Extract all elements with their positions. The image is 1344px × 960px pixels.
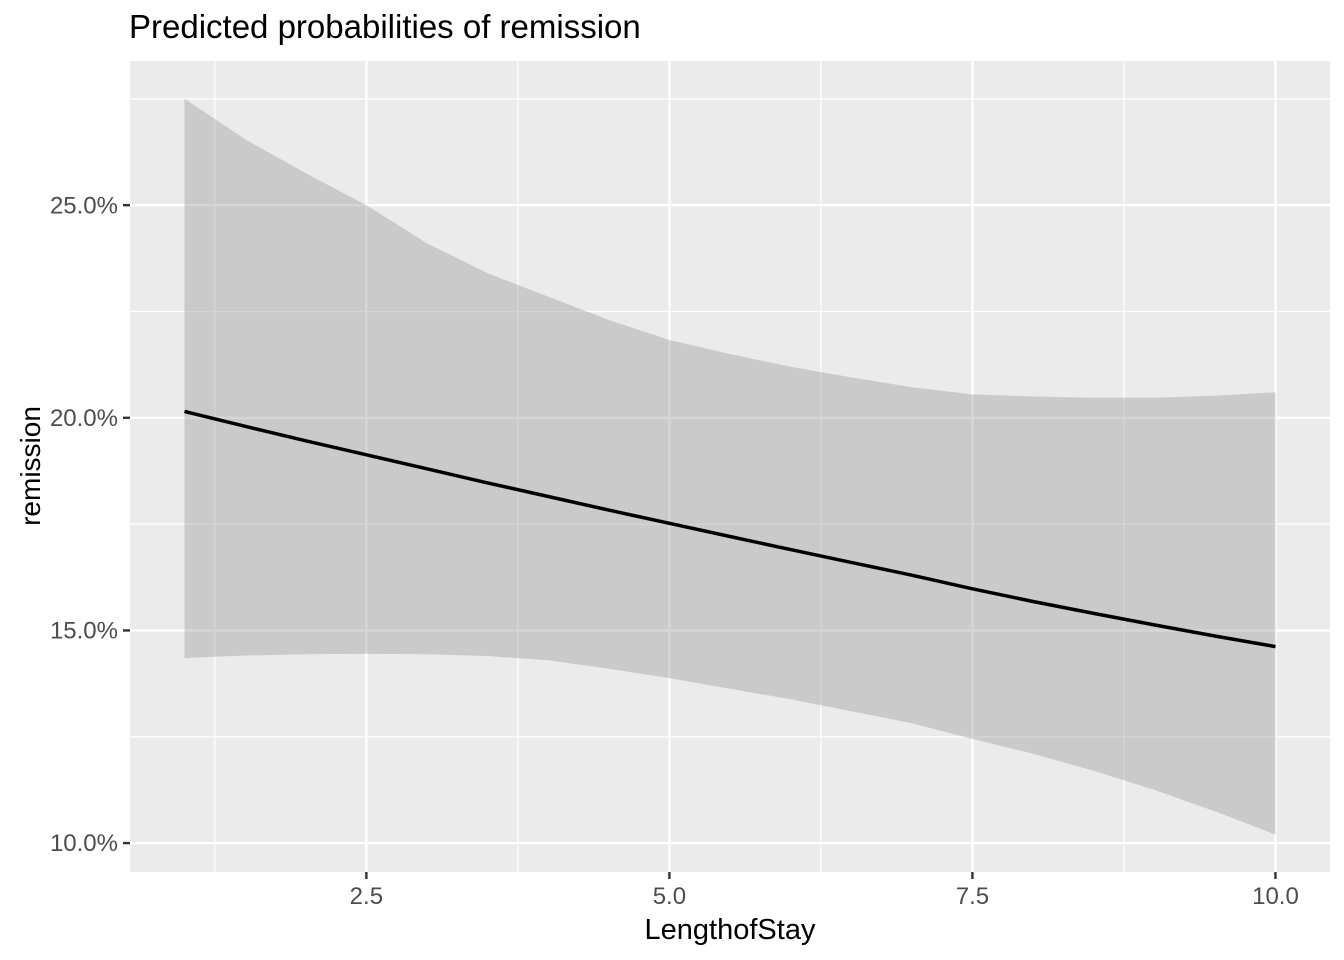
- x-tick-label: 10.0: [1252, 883, 1299, 910]
- confidence-ribbon: [184, 98, 1276, 835]
- x-axis-title: LengthofStay: [644, 914, 816, 946]
- y-tick-label: 20.0%: [50, 405, 118, 432]
- x-tick-label: 7.5: [956, 883, 989, 910]
- x-tick-label: 2.5: [350, 883, 383, 910]
- y-tick-label: 15.0%: [50, 618, 118, 645]
- fit-line: [184, 409, 1276, 649]
- y-tick-label: 25.0%: [50, 192, 118, 219]
- y-tick-label: 10.0%: [50, 830, 118, 857]
- x-tick-label: 5.0: [653, 883, 686, 910]
- y-axis-title: remission: [15, 406, 46, 526]
- chart-title: Predicted probabilities of remission: [129, 8, 641, 45]
